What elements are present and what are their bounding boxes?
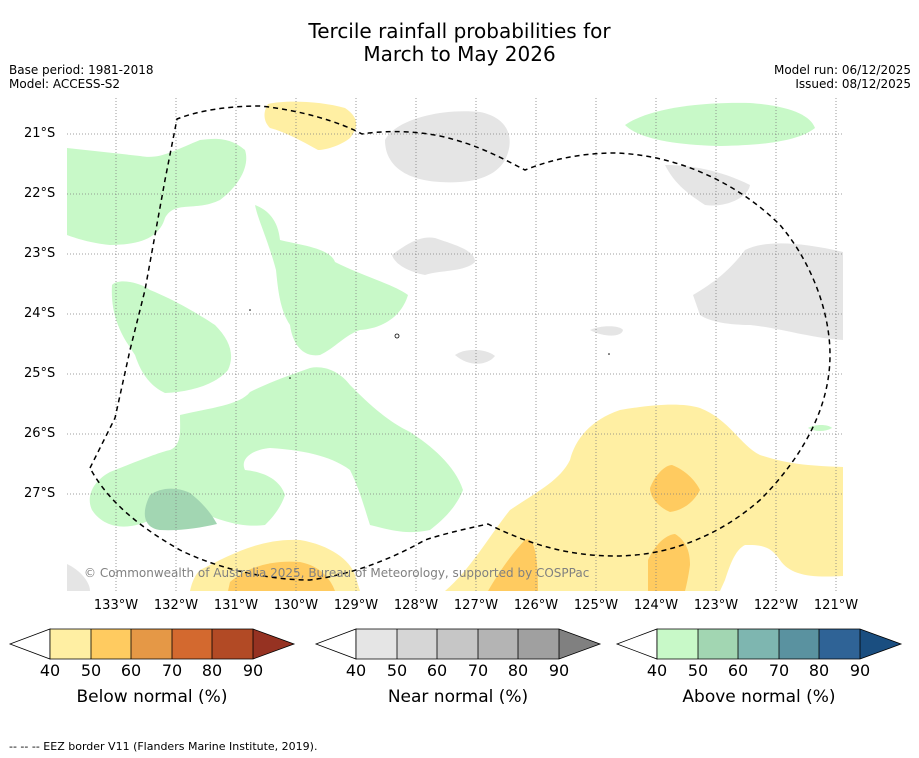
above-normal-region (255, 205, 408, 356)
colorbar-tick: 80 (507, 661, 529, 680)
lon-label: 121°W (813, 598, 859, 613)
rainfall-map (67, 98, 843, 591)
colorbar-tick: 40 (646, 661, 668, 680)
colorbar-tick: 80 (201, 661, 223, 680)
colorbar-tick: 70 (161, 661, 183, 680)
map-title-line1: Tercile rainfall probabilities for (308, 19, 611, 43)
colorbar-swatch (657, 629, 698, 659)
colorbar-tick: 70 (467, 661, 489, 680)
colorbar-swatch (478, 629, 518, 659)
below-normal-region (264, 101, 357, 150)
colorbar-swatch (559, 629, 600, 659)
lat-label: 26°S (24, 426, 56, 441)
colorbar-swatch (172, 629, 212, 659)
near-normal-region (693, 243, 843, 340)
lon-label: 133°W (93, 598, 139, 613)
lon-label: 130°W (273, 598, 319, 613)
lon-label: 128°W (393, 598, 439, 613)
above-normal-title: Above normal (%) (682, 687, 836, 707)
model-name: Model: ACCESS-S2 (9, 77, 121, 91)
lon-label: 131°W (213, 598, 259, 613)
lat-label: 22°S (24, 186, 56, 201)
near-normal-region (455, 349, 495, 364)
colorbar-tick: 90 (548, 661, 570, 680)
colorbar-tick: 90 (849, 661, 871, 680)
copyright-notice: © Commonwealth of Australia 2025, Bureau… (84, 566, 590, 580)
colorbar-swatch (518, 629, 559, 659)
colorbar-tick: 60 (426, 661, 448, 680)
above-normal-colorbar (615, 628, 903, 660)
model-run: Model run: 06/12/2025 (773, 63, 911, 77)
below-normal-region (650, 465, 700, 512)
near-normal-region (665, 165, 750, 206)
graticule (67, 98, 843, 591)
colorbar-swatch (819, 629, 860, 659)
island-marker (249, 309, 251, 311)
lon-label: 126°W (513, 598, 559, 613)
near-normal-region (590, 326, 623, 336)
island-marker (289, 377, 291, 379)
island-marker (608, 353, 610, 355)
above-normal-region (625, 102, 815, 146)
colorbar-swatch (212, 629, 253, 659)
colorbar-tick: 40 (39, 661, 61, 680)
colorbar-tick: 80 (808, 661, 830, 680)
colorbar-swatch (91, 629, 131, 659)
near-normal-title: Near normal (%) (387, 687, 529, 707)
lat-label: 24°S (24, 306, 56, 321)
issued-date: Issued: 08/12/2025 (795, 77, 911, 91)
colorbar-swatch (50, 629, 91, 659)
lat-label: 25°S (24, 366, 56, 381)
lon-label: 125°W (573, 598, 619, 613)
lon-label: 124°W (633, 598, 679, 613)
island-marker (394, 333, 400, 339)
colorbar-tick: 70 (768, 661, 790, 680)
near-normal-region (67, 564, 90, 591)
colorbar-tick: 60 (120, 661, 142, 680)
colorbar-tick: 90 (242, 661, 264, 680)
colorbar-tick: 60 (727, 661, 749, 680)
above-normal-region (67, 138, 247, 245)
below-normal-region (228, 561, 335, 591)
colorbar-swatch (253, 629, 294, 659)
below-normal-region (648, 534, 690, 591)
colorbar-swatch (738, 629, 779, 659)
lon-label: 123°W (693, 598, 739, 613)
map-title-line2: March to May 2026 (363, 42, 556, 66)
eez-border (89, 105, 831, 581)
colorbar-tick: 50 (386, 661, 408, 680)
colorbar-swatch (356, 629, 397, 659)
meta-right: Model run: 06/12/2025 Issued: 08/12/2025 (774, 63, 911, 91)
near-normal-region (392, 237, 475, 275)
colorbar-swatch (779, 629, 819, 659)
colorbar-swatch (860, 629, 901, 659)
below-normal-region (488, 539, 538, 591)
lat-label: 23°S (24, 246, 56, 261)
lon-label: 132°W (153, 598, 199, 613)
colorbar-tick: 50 (687, 661, 709, 680)
lon-label: 122°W (753, 598, 799, 613)
colorbar-swatch (397, 629, 437, 659)
near-normal-colorbar (314, 628, 602, 660)
above-normal-region (111, 281, 232, 393)
meta-left: Base period: 1981-2018 Model: ACCESS-S2 (9, 63, 154, 91)
colorbar-swatch (698, 629, 738, 659)
below-normal-title: Below normal (%) (76, 687, 228, 707)
lat-label: 21°S (24, 126, 56, 141)
above-normal-region (144, 488, 217, 531)
below-normal-region (445, 404, 843, 591)
colorbar-tick: 50 (80, 661, 102, 680)
below-normal-colorbar (8, 628, 296, 660)
colorbar-tick: 40 (345, 661, 367, 680)
lat-label: 27°S (24, 486, 56, 501)
above-normal-region (808, 425, 832, 431)
colorbar-swatch (437, 629, 478, 659)
eez-legend-note: -- -- -- EEZ border V11 (Flanders Marine… (9, 740, 318, 753)
lon-label: 129°W (333, 598, 379, 613)
colorbar-swatch (131, 629, 172, 659)
lon-label: 127°W (453, 598, 499, 613)
base-period: Base period: 1981-2018 (9, 63, 154, 77)
